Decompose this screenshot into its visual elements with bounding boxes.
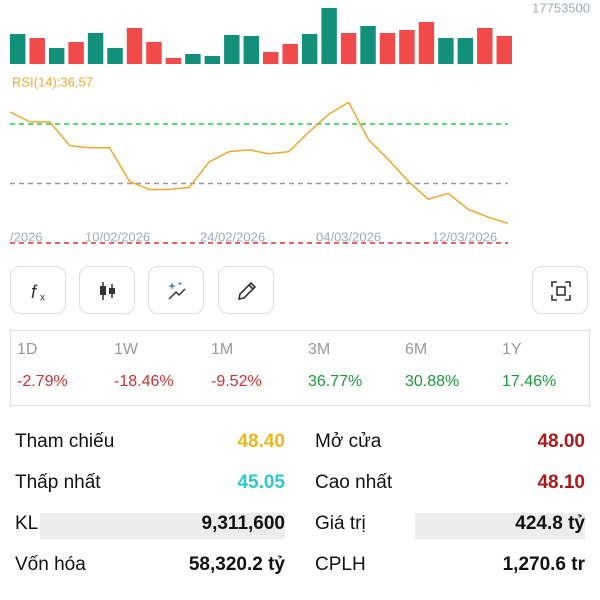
period-label: 3M	[308, 341, 331, 358]
volume-bar	[418, 21, 435, 64]
period-label: 1Y	[502, 341, 522, 358]
chart: 17753500 RSI(14):36,57 /2026 10/02/2026 24…	[9, 0, 590, 244]
volume-bar	[48, 48, 65, 64]
svg-text:f: f	[31, 282, 38, 302]
volume-bar	[301, 34, 318, 64]
stat-value: 48.00	[537, 431, 585, 452]
volume-bar	[263, 52, 279, 64]
volume-max: 17753500	[532, 0, 590, 15]
volume-bar	[87, 32, 104, 64]
volume-bar	[204, 55, 221, 64]
ai-button[interactable]	[148, 266, 204, 314]
volume-bar	[340, 32, 357, 64]
date-label: 04/03/2026	[316, 229, 381, 244]
volume-bar	[399, 29, 415, 64]
period-value: -18.46%	[114, 373, 174, 390]
volume-bar	[477, 28, 493, 64]
value-shade	[415, 513, 585, 539]
stat-label: Vốn hóa	[15, 554, 86, 575]
period-label: 1D	[17, 341, 38, 358]
period-label: 1W	[114, 341, 138, 358]
volume-bar	[457, 38, 474, 64]
volume-bar	[146, 42, 162, 64]
stat-value: 9,311,600	[201, 513, 285, 534]
volume-bar	[10, 34, 26, 64]
date-label: 24/02/2026	[200, 229, 265, 244]
volume-bar	[496, 35, 512, 64]
volume-bar	[282, 44, 298, 64]
period-label: 6M	[405, 341, 428, 358]
volume-bar	[224, 35, 240, 64]
stat-value: 48.10	[537, 472, 585, 493]
volume-bar	[68, 42, 84, 64]
period-value: -2.79%	[17, 373, 68, 390]
volume-bar	[379, 32, 396, 64]
value-shade	[40, 513, 285, 539]
period-value: 17.46%	[502, 373, 557, 390]
volume-bar	[321, 8, 337, 64]
date-label: 12/03/2026	[432, 229, 497, 244]
stat-label: Tham chiếu	[15, 431, 115, 452]
stat-label: Giá trị	[315, 513, 366, 534]
fullscreen-button[interactable]	[532, 266, 588, 314]
stat-label: Thấp nhất	[15, 472, 101, 493]
stat-value: 1,270.6 tr	[502, 554, 585, 575]
period-value: -9.52%	[211, 373, 262, 390]
stat-value: 58,320.2 tỷ	[188, 554, 285, 575]
date-label: /2026	[10, 229, 43, 244]
volume-bar	[360, 25, 376, 64]
stat-label: Cao nhất	[315, 472, 393, 493]
period-value: 30.88%	[405, 373, 460, 390]
stat-label: KL	[15, 513, 39, 534]
volume-bar	[243, 35, 259, 64]
stat-value: 424.8 tỷ	[515, 513, 585, 534]
stat-label: Mở cửa	[315, 431, 382, 452]
stat-value: 45.05	[237, 472, 285, 493]
volume-bar	[126, 28, 143, 64]
volume-bar	[107, 48, 123, 64]
period-value: 36.77%	[308, 373, 363, 390]
rsi-label: RSI(14):36,57	[12, 74, 93, 89]
volume-bar	[438, 38, 454, 64]
period-label: 1M	[211, 341, 234, 358]
draw-button[interactable]	[218, 266, 274, 314]
volume-bar	[185, 54, 201, 64]
candle-button[interactable]	[79, 266, 135, 314]
stat-label: CPLH	[315, 554, 366, 575]
volume-bar	[165, 58, 182, 64]
stat-value: 48.40	[237, 431, 285, 452]
date-label: 10/02/2026	[85, 229, 150, 244]
period-returns: 1D -2.79% 1W -18.46% 1M -9.52% 3M 36.77% 6M 30.88…	[10, 330, 590, 406]
svg-text:x: x	[40, 293, 45, 303]
rsi-line	[9, 101, 509, 225]
volume-bar	[29, 38, 45, 64]
